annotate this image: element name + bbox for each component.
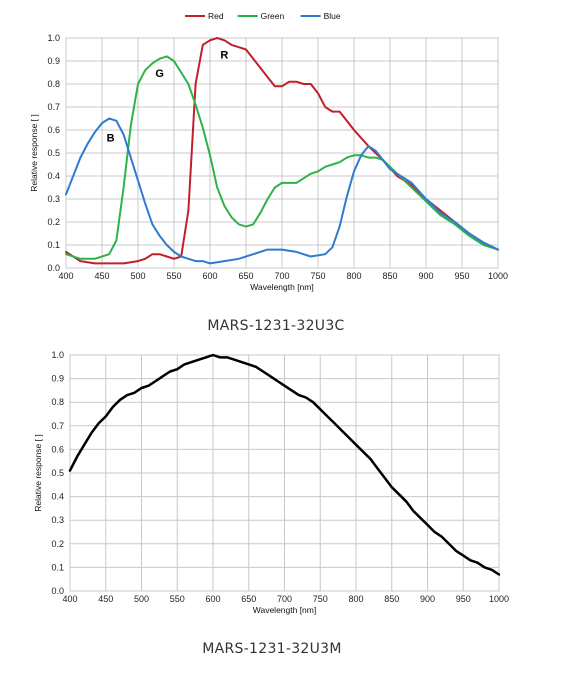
x-tick-label: 750 [310,271,325,281]
y-tick-label: 0.2 [47,217,60,227]
x-tick-label: 750 [313,594,328,604]
y-tick-label: 0.0 [51,586,64,596]
x-tick-label: 800 [348,594,363,604]
y-tick-label: 0.9 [51,374,64,384]
x-tick-label: 500 [130,271,145,281]
x-tick-label: 1000 [489,594,509,604]
y-tick-label: 0.4 [47,171,60,181]
x-tick-label: 450 [94,271,109,281]
y-tick-label: 0.1 [51,562,64,572]
legend-label-green: Green [261,11,285,21]
x-tick-label: 700 [277,594,292,604]
x-axis-label: Wavelength [nm] [250,282,313,292]
x-tick-label: 400 [62,594,77,604]
x-tick-label: 850 [382,271,397,281]
y-tick-label: 0.4 [51,492,64,502]
color-chart-caption: MARS-1231-32U3C [207,318,345,334]
y-tick-label: 0.9 [47,56,60,66]
y-axis-label: Relative response [ ] [33,434,43,511]
y-tick-label: 0.7 [47,102,60,112]
x-axis-label: Wavelength [nm] [253,605,316,615]
curve-annotation-b: B [107,133,115,145]
x-tick-label: 900 [418,271,433,281]
x-tick-label: 500 [134,594,149,604]
y-tick-label: 0.2 [51,539,64,549]
y-tick-label: 0.8 [47,79,60,89]
y-tick-label: 0.3 [47,194,60,204]
x-tick-label: 550 [170,594,185,604]
y-tick-label: 0.6 [47,125,60,135]
x-tick-label: 1000 [488,271,508,281]
y-tick-label: 0.3 [51,515,64,525]
x-tick-label: 600 [202,271,217,281]
mono-chart-caption: MARS-1231-32U3M [202,641,342,657]
legend-label-blue: Blue [324,11,341,21]
y-axis-label: Relative response [ ] [29,114,39,191]
y-tick-label: 0.6 [51,444,64,454]
x-tick-label: 950 [454,271,469,281]
x-tick-label: 400 [58,271,73,281]
color-response-chart: 400 450 500 550 600 650 700 750 800 850 900 950 1000… [29,11,508,292]
x-tick-label: 800 [346,271,361,281]
y-tick-label: 0.8 [51,397,64,407]
curve-annotation-r: R [220,50,228,62]
x-tick-label: 600 [205,594,220,604]
legend-label-red: Red [208,11,224,21]
y-tick-label: 0.5 [47,148,60,158]
x-tick-label: 850 [384,594,399,604]
y-tick-label: 0.7 [51,421,64,431]
response-series-line [68,353,501,576]
y-tick-label: 1.0 [47,33,60,43]
y-tick-label: 0.5 [51,468,64,478]
mono-response-chart: 400 450 500 550 600 650 700 750 800 850 900 950 1000… [33,350,509,615]
x-tick-label: 550 [166,271,181,281]
x-tick-label: 650 [241,594,256,604]
y-tick-label: 0.0 [47,263,60,273]
y-tick-label: 0.1 [47,240,60,250]
x-tick-label: 450 [98,594,113,604]
curve-annotation-g: G [155,68,164,80]
y-tick-label: 1.0 [51,350,64,360]
x-tick-label: 700 [274,271,289,281]
x-tick-label: 950 [456,594,471,604]
blue-series-line [65,117,499,265]
x-tick-label: 650 [238,271,253,281]
x-tick-label: 900 [420,594,435,604]
